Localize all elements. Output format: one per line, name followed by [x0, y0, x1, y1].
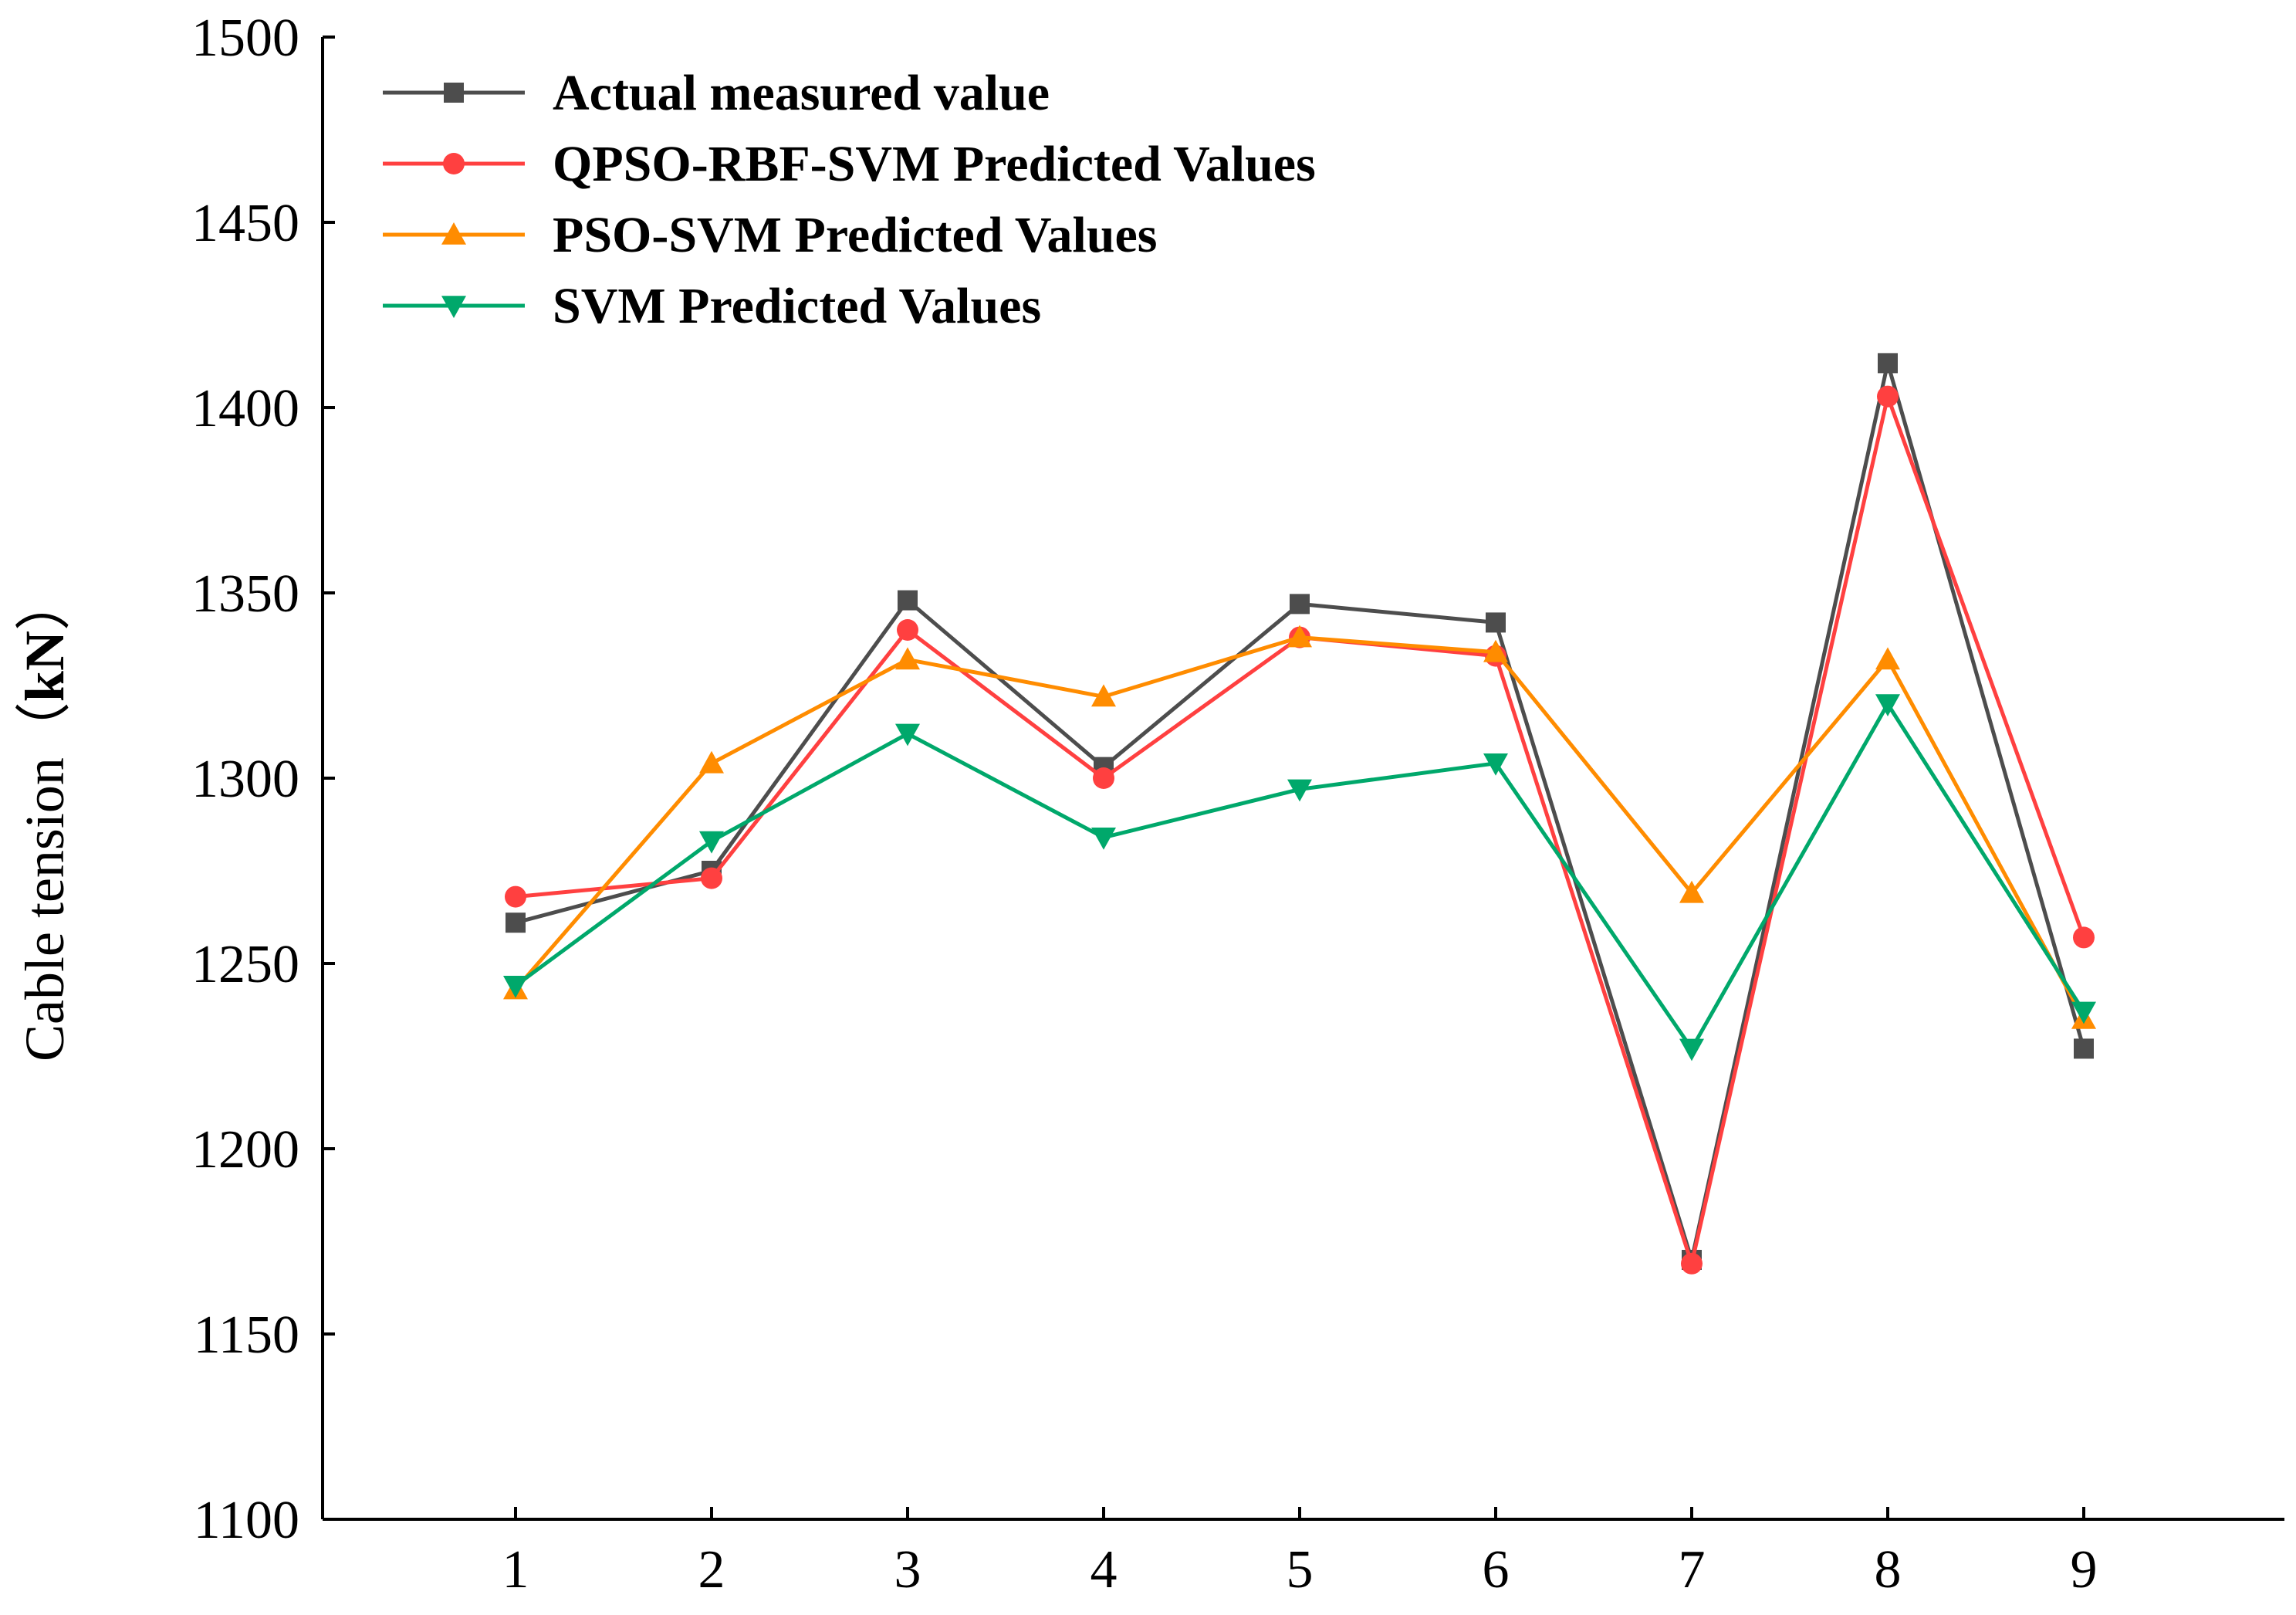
series-2-point-4 — [1093, 767, 1114, 789]
legend-label-4: SVM Predicted Values — [553, 278, 1041, 334]
legend-item-2: QPSO-RBF-SVM Predicted Values — [383, 136, 1316, 192]
series — [503, 353, 2096, 1275]
series-3-point-8 — [1875, 647, 1900, 670]
series-3-point-7 — [1679, 880, 1704, 903]
x-tick-label-1: 1 — [502, 1540, 529, 1600]
legend-label-2: QPSO-RBF-SVM Predicted Values — [553, 136, 1316, 192]
series-2-point-7 — [1681, 1252, 1703, 1275]
x-tick-label-2: 2 — [698, 1540, 725, 1600]
y-axis-title-unit: kN — [14, 631, 76, 702]
legend-label-3: PSO-SVM Predicted Values — [553, 207, 1157, 263]
series-4 — [503, 694, 2096, 1061]
series-4-point-2 — [699, 831, 724, 854]
series-4-point-4 — [1091, 828, 1116, 850]
legend-item-1: Actual measured value — [383, 65, 1050, 121]
x-tick-label-4: 4 — [1091, 1540, 1118, 1600]
series-1-line — [515, 361, 2086, 1262]
x-tick-label-6: 6 — [1483, 1540, 1510, 1600]
series-4-point-3 — [895, 723, 920, 747]
legend-marker-2 — [443, 153, 465, 174]
series-3 — [503, 625, 2096, 1029]
series-1-point-1 — [506, 912, 526, 933]
series-1-point-8 — [1878, 353, 1898, 374]
series-2-line — [515, 394, 2086, 1266]
y-tick-label-1350: 1350 — [191, 564, 299, 624]
y-tick-label-1200: 1200 — [191, 1120, 299, 1180]
series-4-point-6 — [1483, 753, 1508, 776]
series-2-point-9 — [2073, 926, 2095, 949]
series-4-point-5 — [1287, 779, 1312, 802]
series-4-point-8 — [1875, 694, 1900, 716]
x-tick-label-7: 7 — [1679, 1540, 1706, 1600]
x-tick-label-9: 9 — [2071, 1540, 2098, 1600]
y-tick-label-1300: 1300 — [191, 750, 299, 809]
x-tick-label-8: 8 — [1875, 1540, 1902, 1600]
legend-label-1: Actual measured value — [553, 65, 1050, 121]
series-3-point-5 — [1287, 625, 1312, 648]
y-tick-label-1500: 1500 — [191, 8, 299, 68]
legend-marker-1 — [444, 83, 464, 103]
series-1-point-9 — [2074, 1038, 2094, 1059]
y-tick-label-1100: 1100 — [194, 1491, 299, 1550]
series-1-point-6 — [1486, 612, 1506, 633]
series-2-point-8 — [1877, 385, 1899, 408]
x-tick-label-3: 3 — [894, 1540, 921, 1600]
series-4-point-9 — [2071, 1001, 2096, 1024]
series-4-point-7 — [1679, 1038, 1704, 1061]
x-tick-label-5: 5 — [1287, 1540, 1314, 1600]
x-ticks: 1 2 3 4 5 6 7 8 9 — [502, 1507, 2098, 1600]
series-4-line — [514, 702, 2086, 1051]
y-tick-label-1400: 1400 — [191, 379, 299, 438]
legend-marker-3 — [441, 222, 466, 245]
series-2-point-3 — [897, 619, 918, 641]
series-1-point-3 — [898, 590, 918, 611]
y-tick-label-1450: 1450 — [191, 194, 299, 253]
legend-item-3: PSO-SVM Predicted Values — [383, 207, 1157, 263]
y-tick-label-1150: 1150 — [194, 1305, 299, 1365]
y-axis-title-text: Cable tension — [14, 757, 76, 1061]
series-4-point-1 — [503, 976, 528, 998]
series-1-point-5 — [1290, 594, 1310, 615]
y-axis-title-open-paren: （ — [14, 702, 76, 757]
series-2-point-2 — [701, 867, 722, 889]
series-3-point-6 — [1483, 639, 1508, 662]
legend-item-4: SVM Predicted Values — [383, 278, 1041, 334]
legend: Actual measured value QPSO-RBF-SVM Predic… — [383, 65, 1316, 334]
legend-marker-4 — [441, 296, 466, 318]
series-2-point-1 — [505, 885, 526, 908]
series-1 — [506, 353, 2094, 1270]
y-ticks: 1100 1150 1200 1250 1300 1350 1400 1450 1500 — [191, 8, 335, 1550]
y-tick-label-1250: 1250 — [191, 935, 299, 994]
y-axis-title: Cable tension（kN） — [14, 575, 76, 1061]
series-3-point-4 — [1091, 684, 1116, 707]
y-axis-title-close-paren: ） — [14, 575, 76, 631]
series-3-point-2 — [699, 750, 724, 774]
series-3-point-3 — [895, 647, 920, 670]
